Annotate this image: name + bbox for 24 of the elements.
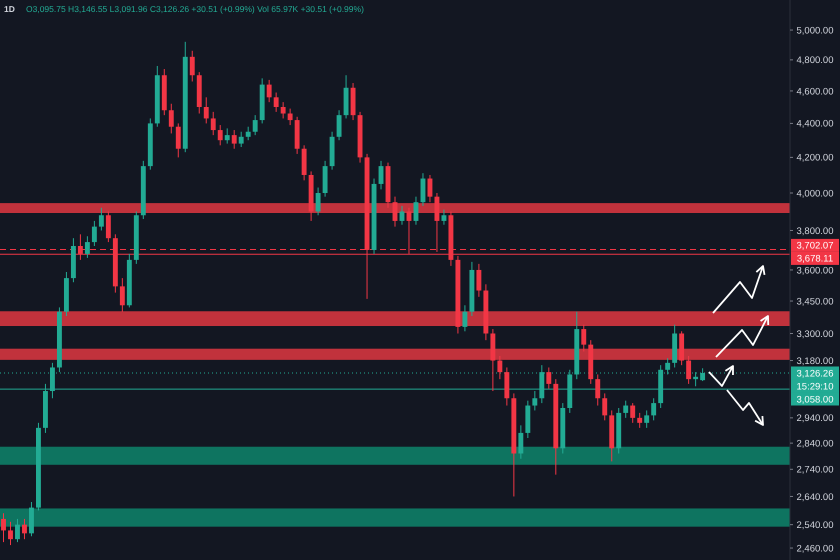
y-tick-label: 2,940.00 [796,413,834,424]
y-tick-label: 4,400.00 [796,118,834,130]
y-tick-label: 4,000.00 [796,188,834,200]
text: 1D [4,4,15,14]
y-tick-label: 3,800.00 [796,226,834,237]
y-tick-label: 2,640.00 [796,492,834,503]
y-tick-label: 3,450.00 [796,296,834,308]
ref-line-label: 3,126.26 [796,368,834,380]
y-tick-label: 3,180.00 [796,356,834,367]
y-tick-label: 2,540.00 [796,520,834,531]
y-tick-label: 4,200.00 [796,152,834,164]
ref-line-label: 3,678.11 [796,254,834,265]
y-tick-label: 2,740.00 [796,464,834,476]
y-tick-label: 5,000.00 [796,25,834,36]
ref-line-label: 3,702.07 [796,240,834,252]
ref-line-label: 3,058.00 [796,394,834,406]
y-tick-label: 3,300.00 [796,328,834,340]
y-tick-label: 2,460.00 [796,543,834,554]
y-tick-label: 3,600.00 [796,265,834,276]
y-tick-label: 4,600.00 [796,86,834,98]
y-tick-label: 2,840.00 [796,438,834,450]
text: 15:29:10 [796,381,834,392]
y-tick-label: 4,800.00 [796,55,834,66]
annotation: O3,095.75 H3,146.55 L3,091.96 C3,126.26 +30.51 (+0.99%) Vol 65.97K +30.51 (+0.99%) [26,4,364,14]
